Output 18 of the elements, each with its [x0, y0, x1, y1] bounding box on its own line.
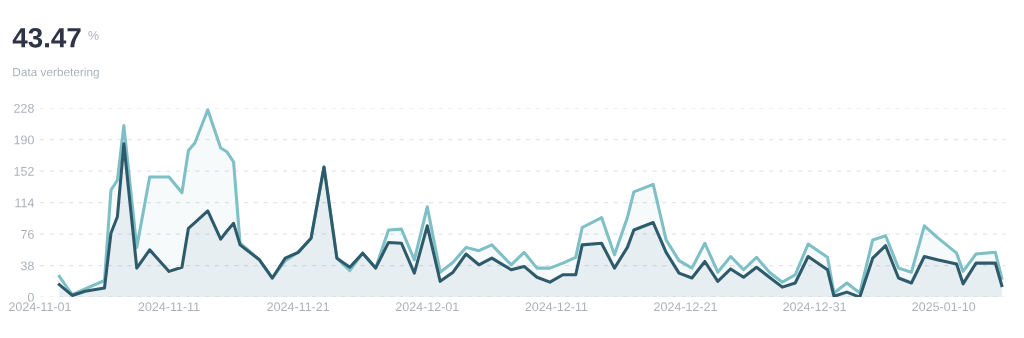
y-tick-label: 0 [27, 292, 34, 302]
chart-subtitle: Data verbetering [13, 67, 99, 79]
x-tick-label: 2024-12-01 [395, 302, 459, 312]
text: % [88, 31, 99, 40]
x-tick-label: 2024-12-11 [525, 302, 588, 312]
y-tick-label: 114 [15, 198, 35, 208]
y-tick-label: 38 [20, 261, 34, 271]
y-tick-label: 228 [14, 103, 34, 113]
x-tick-label: 2024-12-31 [783, 302, 846, 312]
x-tick-label: 2024-11-01 [9, 302, 71, 312]
y-tick-label: 76 [21, 229, 34, 239]
y-tick-label: 190 [14, 135, 34, 145]
x-tick-label: 2024-11-11 [138, 302, 200, 312]
x-tick-label: 2025-01-10 [912, 302, 976, 312]
x-tick-label: 2024-11-21 [267, 302, 330, 312]
x-tick-label: 2024-12-21 [654, 302, 717, 312]
y-tick-label: 152 [14, 166, 34, 176]
chart-title: 43.47 [12, 27, 81, 48]
